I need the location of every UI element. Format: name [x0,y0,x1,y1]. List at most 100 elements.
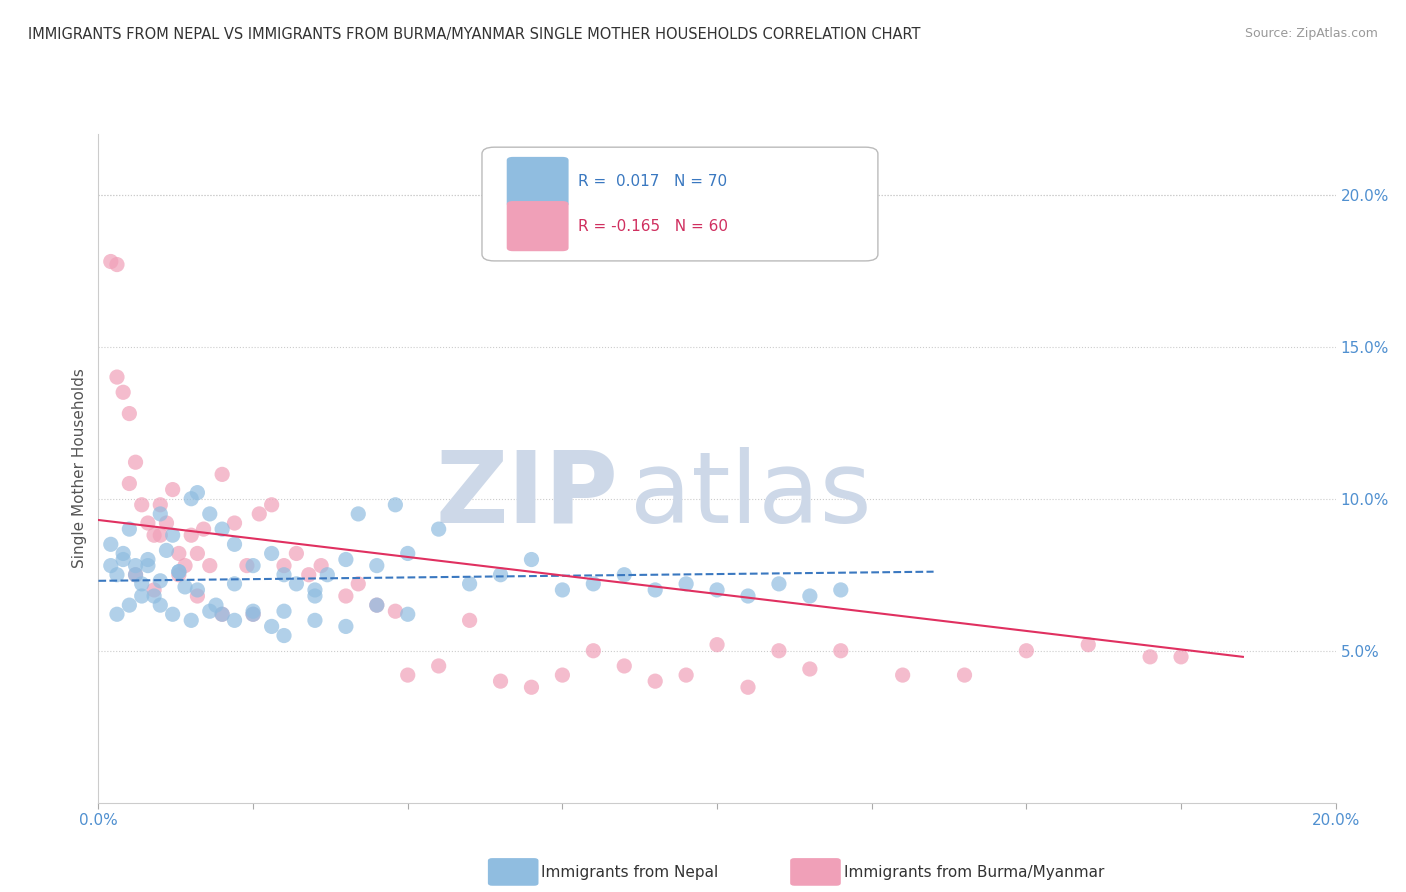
Point [489,674,512,689]
Point [143,582,166,597]
Point [830,582,852,597]
Point [1170,649,1192,664]
Point [174,580,197,594]
Point [118,407,141,421]
Point [105,567,128,582]
Point [830,644,852,658]
Point [273,558,295,573]
Point [675,577,697,591]
Point [180,613,202,627]
Point [143,528,166,542]
Point [799,589,821,603]
Point [124,455,146,469]
Y-axis label: Single Mother Households: Single Mother Households [72,368,87,568]
Point [105,258,128,272]
Point [186,589,208,603]
Point [427,522,450,536]
Point [112,552,135,566]
Point [366,598,388,612]
Point [582,644,605,658]
Point [149,528,172,542]
Text: IMMIGRANTS FROM NEPAL VS IMMIGRANTS FROM BURMA/MYANMAR SINGLE MOTHER HOUSEHOLDS : IMMIGRANTS FROM NEPAL VS IMMIGRANTS FROM… [28,27,921,42]
Point [186,546,208,560]
Point [242,607,264,622]
Point [118,476,141,491]
Point [316,567,339,582]
Point [211,607,233,622]
Point [706,638,728,652]
Point [520,552,543,566]
Point [167,546,190,560]
Point [162,607,184,622]
Point [260,546,283,560]
Point [242,607,264,622]
Point [551,582,574,597]
Point [285,577,308,591]
Point [186,485,208,500]
Point [396,607,419,622]
Point [273,628,295,642]
Point [247,507,270,521]
Point [768,577,790,591]
Point [211,607,233,622]
Point [105,607,128,622]
Point [136,558,159,573]
Point [162,483,184,497]
Point [149,574,172,588]
Point [298,567,321,582]
Point [118,522,141,536]
Point [198,604,221,618]
Point [136,552,159,566]
Point [384,498,406,512]
Point [891,668,914,682]
Point [112,546,135,560]
Point [273,567,295,582]
Point [131,589,153,603]
Point [260,498,283,512]
Point [582,577,605,591]
Point [149,498,172,512]
Point [193,522,215,536]
Point [186,582,208,597]
Point [155,516,177,530]
Point [737,680,759,694]
Point [205,598,228,612]
Point [100,254,122,268]
Point [427,659,450,673]
Point [174,558,197,573]
Point [335,552,357,566]
Point [155,543,177,558]
Point [167,565,190,579]
Point [366,598,388,612]
Point [396,668,419,682]
Point [224,577,246,591]
Point [180,491,202,506]
Point [737,589,759,603]
Point [458,613,481,627]
Point [100,537,122,551]
FancyBboxPatch shape [506,157,568,207]
Point [143,589,166,603]
Text: atlas: atlas [630,447,872,543]
Point [384,604,406,618]
Point [551,668,574,682]
Text: Immigrants from Nepal: Immigrants from Nepal [541,865,718,880]
Point [396,546,419,560]
Point [799,662,821,676]
Point [260,619,283,633]
Point [304,582,326,597]
Point [124,567,146,582]
Point [347,577,370,591]
Point [644,674,666,689]
Point [118,598,141,612]
Point [100,558,122,573]
Point [706,582,728,597]
Point [224,613,246,627]
Point [489,567,512,582]
Point [224,537,246,551]
Text: ZIP: ZIP [436,447,619,543]
Point [1139,649,1161,664]
Point [105,370,128,384]
Point [613,567,636,582]
Point [162,528,184,542]
